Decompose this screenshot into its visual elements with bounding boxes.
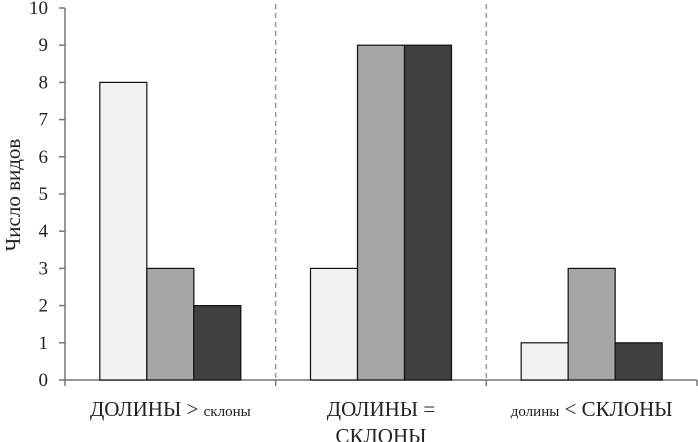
category-label-part: долины — [511, 404, 560, 420]
bar-s2-c2 — [356, 44, 406, 381]
category-labels: ДОЛИНЫ > склоны ДОЛИНЫ = СКЛОНЫ долины < СК… — [90, 397, 673, 442]
bars — [99, 44, 663, 381]
bar-s1-c2 — [309, 267, 359, 381]
bar-s1-c1 — [99, 81, 148, 381]
y-tick-label: 5 — [39, 184, 49, 205]
category-label: ДОЛИНЫ > склоны — [90, 397, 251, 421]
y-tick-label: 4 — [39, 221, 49, 242]
y-tick-label: 3 — [39, 258, 49, 279]
y-tick-labels: 0 1 2 3 4 5 6 7 8 9 10 — [29, 0, 49, 391]
bar-s2-c1 — [146, 267, 195, 381]
y-axis-label: Число видов — [1, 139, 25, 252]
y-tick-label: 7 — [39, 110, 49, 131]
y-tick-label: 9 — [39, 35, 49, 56]
bar-s3-c1 — [193, 305, 242, 381]
category-label-part: склоны — [204, 404, 251, 420]
category-label: СКЛОНЫ — [336, 424, 427, 442]
category-label: долины < СКЛОНЫ — [511, 397, 673, 421]
bar-s3-c2 — [403, 44, 453, 381]
y-tick-label: 6 — [39, 147, 49, 168]
bar-s1-c3 — [520, 342, 569, 381]
bar-s3-c3 — [614, 342, 663, 381]
category-label-part: ДОЛИНЫ > — [90, 397, 204, 421]
bar-s2-c3 — [567, 267, 616, 381]
y-tick-label: 10 — [29, 0, 48, 19]
category-label: ДОЛИНЫ = — [327, 397, 435, 421]
category-label-part: < СКЛОНЫ — [559, 397, 672, 421]
y-tick-label: 0 — [39, 370, 49, 391]
y-tick-label: 8 — [39, 72, 49, 93]
y-tick-label: 2 — [39, 296, 49, 317]
y-tick-label: 1 — [39, 333, 49, 354]
